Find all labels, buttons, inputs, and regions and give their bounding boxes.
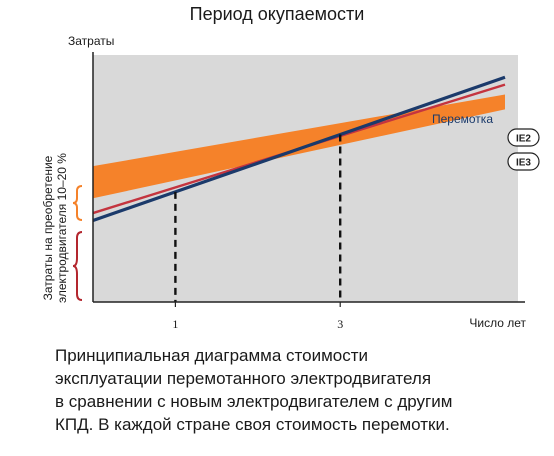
ie2-badge: IE2 [507,128,540,147]
ie3-band [93,94,505,199]
series-label-peremotka: Перемотка [432,112,493,126]
y-axis-label: Затраты [68,34,115,48]
chart-title: Период окупаемости [189,4,365,24]
x-axis-label: Число лет [469,316,526,330]
ie3-badge: IE3 [507,152,540,171]
x-tick-label: 3 [337,317,343,331]
caption-line-2: эксплуатации перемотанного электродвигат… [55,369,432,388]
caption-line-3: в сравнении с новым электродвигателем с … [55,392,453,411]
purchase-cost-label-line-2: электродвигателя 10–20 % [55,153,69,303]
purchase-cost-label-line-1: Затраты на преобретение [41,155,55,301]
ie2-badge-label: IE2 [516,134,531,145]
ie3-badge-label: IE3 [516,158,531,169]
series-line-peremotka [92,75,506,223]
x-tick-label: 1 [172,317,178,331]
brace-orange [72,185,83,221]
brace-red [72,231,83,301]
caption-line-1: Принципиальная диаграмма стоимости [55,346,368,365]
caption-line-4: КПД. В каждой стране своя стоимость пере… [55,415,450,434]
caption: Принципиальная диаграмма стоимости экспл… [55,344,545,436]
